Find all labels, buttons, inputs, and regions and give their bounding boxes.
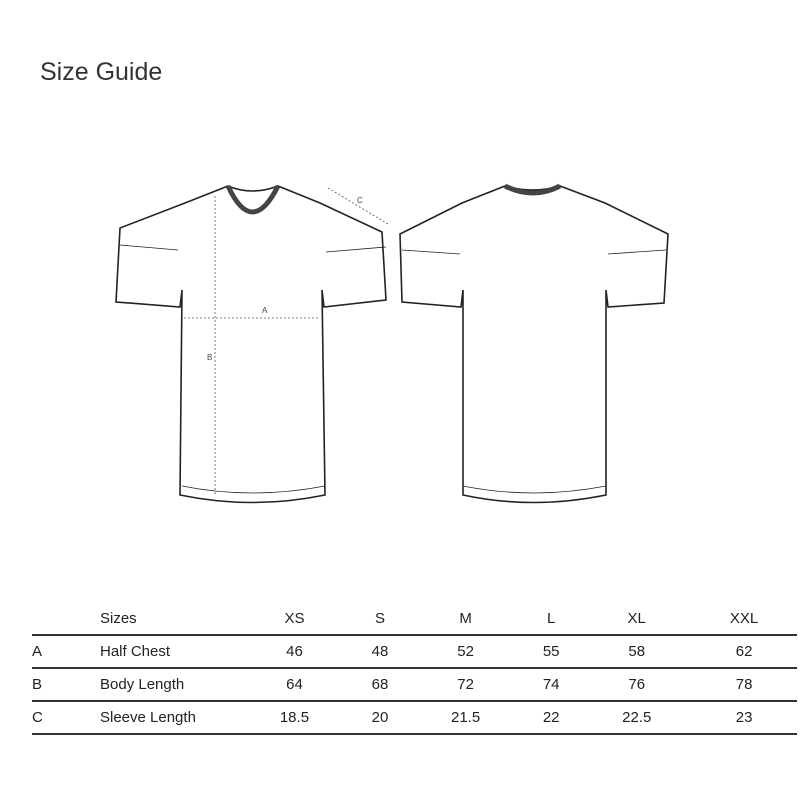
- cell: 74: [542, 676, 560, 693]
- header-m: M: [459, 610, 472, 627]
- table-row: B Body Length 64 68 72 74 76 78: [32, 668, 797, 701]
- cell: 76: [628, 676, 646, 693]
- header-sizes: Sizes: [100, 610, 137, 627]
- cell: 48: [371, 643, 389, 660]
- header-l: L: [546, 610, 556, 627]
- cell: 18.5: [279, 709, 310, 726]
- cell: 23: [735, 709, 753, 726]
- label-b: B: [207, 353, 212, 362]
- cell: 68: [371, 676, 389, 693]
- header-xl: XL: [627, 610, 646, 627]
- row-letter: A: [32, 643, 43, 660]
- label-c: C: [357, 196, 363, 205]
- back-tshirt: [399, 183, 669, 504]
- cell: 64: [286, 676, 303, 693]
- cell: 46: [286, 643, 303, 660]
- row-name: Half Chest: [100, 643, 171, 660]
- row-name: Body Length: [100, 676, 185, 693]
- tshirt-diagram: A B C: [115, 183, 669, 504]
- cell: 52: [457, 643, 474, 660]
- cell: 22.5: [622, 709, 652, 726]
- table-header-row: Sizes XS S M L XL XXL: [32, 603, 797, 635]
- measurement-guides: [184, 187, 389, 495]
- row-letter: B: [32, 676, 43, 693]
- page-title: Size Guide: [40, 58, 163, 86]
- table-row: A Half Chest 46 48 52 55 58 62: [32, 635, 797, 668]
- row-letter: C: [32, 709, 43, 726]
- cell: 62: [735, 643, 753, 660]
- label-a: A: [262, 306, 268, 315]
- row-name: Sleeve Length: [100, 709, 196, 726]
- table-row: C Sleeve Length 18.5 20 21.5 22 22.5 23: [32, 701, 797, 734]
- cell: 20: [371, 709, 389, 726]
- header-xs: XS: [284, 610, 305, 627]
- header-s: S: [375, 610, 386, 627]
- cell: 22: [542, 709, 560, 726]
- cell: 78: [735, 676, 753, 693]
- front-tshirt: [115, 184, 387, 504]
- cell: 72: [457, 676, 474, 693]
- measure-c-line: [327, 187, 389, 225]
- header-xxl: XXL: [729, 610, 759, 627]
- cell: 21.5: [450, 709, 481, 726]
- cell: 55: [542, 643, 560, 660]
- size-table: Sizes XS S M L XL XXL A Half Chest 46 48…: [32, 603, 797, 735]
- cell: 58: [628, 643, 646, 660]
